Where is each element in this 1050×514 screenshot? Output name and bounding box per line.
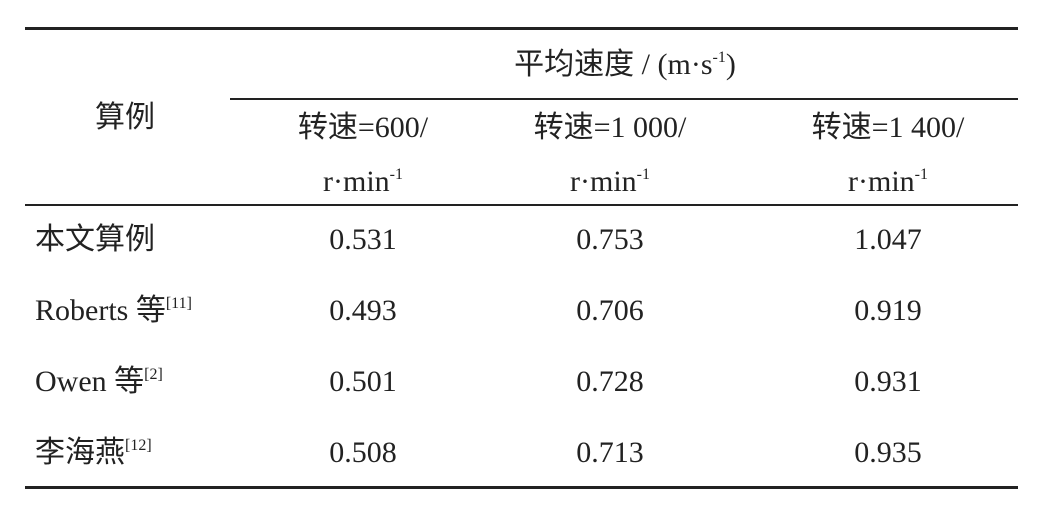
corner-header: 算例 <box>95 101 155 134</box>
unit-sup: -1 <box>389 166 403 183</box>
row-label: 本文算例 <box>35 222 155 258</box>
group-text: 平均速度 / (m·s <box>514 48 713 81</box>
group-rule <box>230 98 1018 100</box>
group-tail: ) <box>725 48 736 81</box>
row-label: 李海燕[12] <box>35 435 152 476</box>
reference: [12] <box>125 437 152 454</box>
value-cell: 0.493 <box>329 294 397 327</box>
column-header-line1: 转速=1 000/ <box>533 111 687 144</box>
value-cell: 0.508 <box>329 436 397 469</box>
column-header-line1: 转速=600/ <box>297 111 429 144</box>
column-header-line1: 转速=1 400/ <box>811 111 965 144</box>
label-text: Owen 等 <box>35 365 145 398</box>
header-rule <box>25 204 1018 206</box>
value-cell: 0.931 <box>854 365 922 398</box>
unit: r·min <box>848 165 915 198</box>
value-cell: 1.047 <box>854 223 922 256</box>
value-cell: 0.713 <box>576 436 644 469</box>
value-cell: 0.919 <box>854 294 922 327</box>
reference: [2] <box>144 366 163 383</box>
label-text: 李海燕 <box>35 436 125 469</box>
column-header-line2: r·min-1 <box>233 164 493 205</box>
bottom-rule <box>25 486 1018 489</box>
group-header: 平均速度 / (m·s-1) <box>495 47 755 88</box>
row-label: Owen 等[2] <box>35 364 163 405</box>
group-sup: -1 <box>712 49 726 66</box>
label-text: Roberts 等 <box>35 294 166 327</box>
unit-sup: -1 <box>914 166 928 183</box>
top-rule <box>25 27 1018 30</box>
column-header-line2: r·min-1 <box>480 164 740 205</box>
label-text: 本文算例 <box>35 223 155 256</box>
value-cell: 0.753 <box>576 223 644 256</box>
value-cell: 0.728 <box>576 365 644 398</box>
value-cell: 0.501 <box>329 365 397 398</box>
value-cell: 0.531 <box>329 223 397 256</box>
unit: r·min <box>570 165 637 198</box>
unit: r·min <box>323 165 390 198</box>
unit-sup: -1 <box>636 166 650 183</box>
reference: [11] <box>165 295 192 312</box>
value-cell: 0.935 <box>854 436 922 469</box>
column-header-line2: r·min-1 <box>758 164 1018 205</box>
row-label: Roberts 等[11] <box>35 293 192 334</box>
value-cell: 0.706 <box>576 294 644 327</box>
